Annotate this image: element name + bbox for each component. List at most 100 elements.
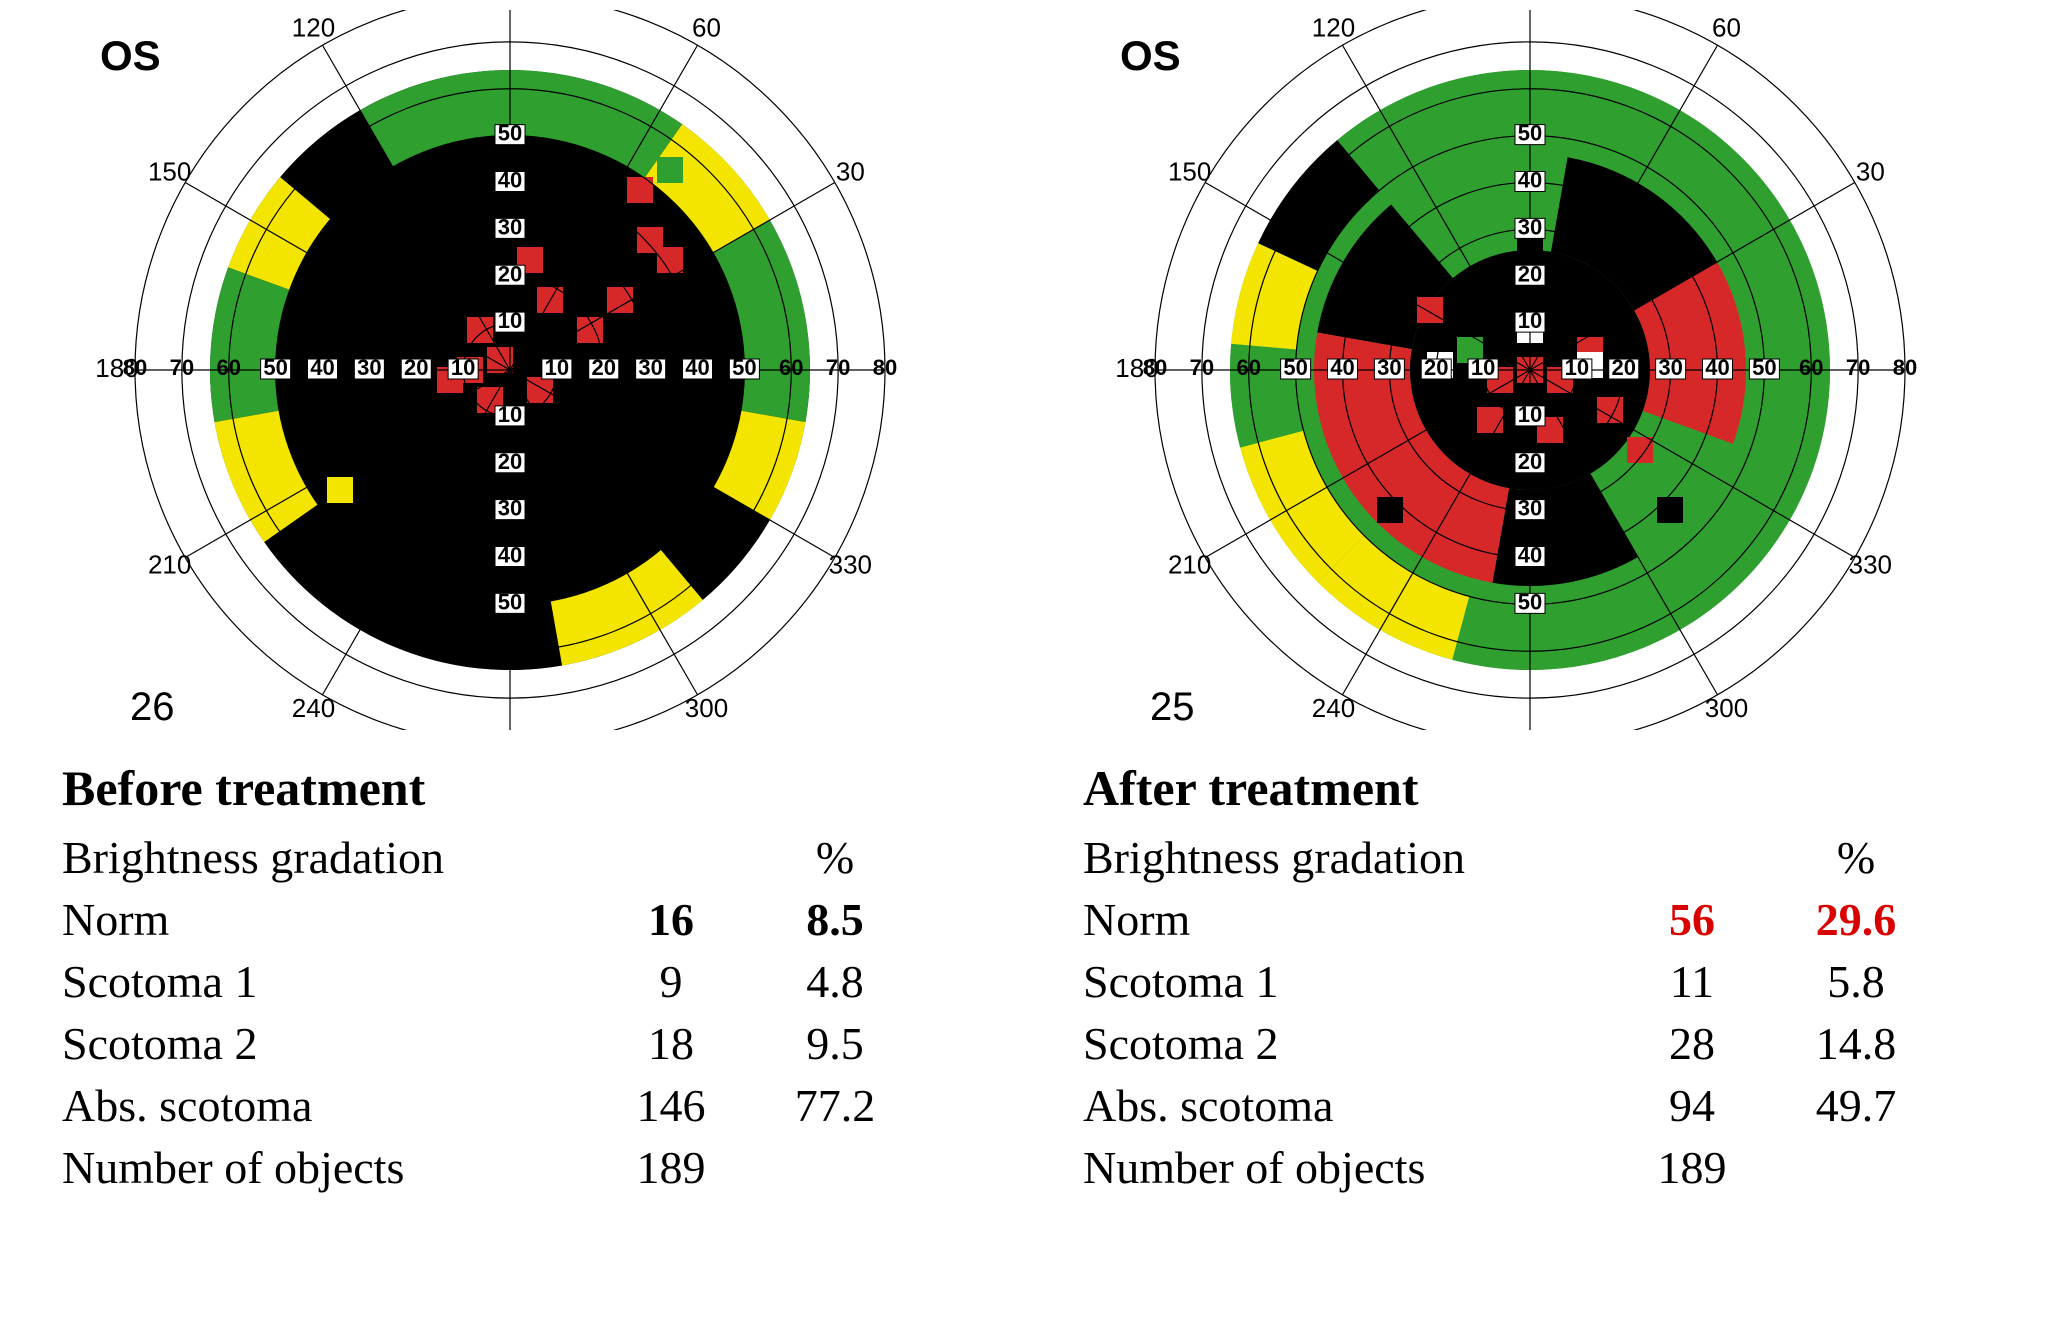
row-percent: 8.5: [760, 889, 924, 951]
axis-tick: 10: [498, 402, 522, 427]
row-value: 16: [596, 889, 760, 951]
axis-tick: 80: [1143, 355, 1167, 380]
table-row: Number of objects189: [1061, 1137, 1945, 1199]
table-row: Scotoma 2189.5: [40, 1013, 924, 1075]
table-header-row: Brightness gradation %: [40, 827, 924, 889]
axis-tick: 30: [357, 355, 381, 380]
axis-tick: 30: [1377, 355, 1401, 380]
axis-tick: 30: [1518, 496, 1542, 521]
axis-tick: 40: [1518, 168, 1542, 193]
row-value: 94: [1617, 1075, 1781, 1137]
axis-tick: 50: [732, 355, 756, 380]
axis-tick: 80: [123, 355, 147, 380]
axis-tick: 10: [451, 355, 475, 380]
row-label: Scotoma 2: [1061, 1013, 1617, 1075]
axis-tick: 10: [545, 355, 569, 380]
header-v1: [596, 827, 760, 889]
axis-tick: 20: [498, 261, 522, 286]
axis-tick: 70: [1846, 355, 1870, 380]
polar-chart-before: OS30609012015018021024027030033010101010…: [40, 10, 1000, 730]
row-label: Norm: [40, 889, 596, 951]
axis-tick: 70: [170, 355, 194, 380]
header-label: Brightness gradation: [1061, 827, 1617, 889]
table-row: Scotoma 1115.8: [1061, 951, 1945, 1013]
row-percent: 77.2: [760, 1075, 924, 1137]
axis-tick: 20: [498, 449, 522, 474]
axis-tick: 20: [592, 355, 616, 380]
eye-label: OS: [1120, 32, 1181, 79]
tables-row: Before treatment Brightness gradation % …: [40, 755, 2022, 1199]
row-percent: 9.5: [760, 1013, 924, 1075]
angle-label: 120: [1312, 13, 1355, 43]
axis-tick: 30: [498, 214, 522, 239]
row-label: Number of objects: [40, 1137, 596, 1199]
axis-tick: 50: [1518, 121, 1542, 146]
table-row: Norm5629.6: [1061, 889, 1945, 951]
axis-tick: 20: [1518, 449, 1542, 474]
header-label: Brightness gradation: [40, 827, 596, 889]
axis-tick: 60: [1799, 355, 1823, 380]
axis-tick: 40: [1705, 355, 1729, 380]
row-label: Abs. scotoma: [40, 1075, 596, 1137]
axis-tick: 40: [685, 355, 709, 380]
angle-label: 240: [1312, 693, 1355, 723]
corner-number: 25: [1150, 685, 1195, 729]
row-label: Scotoma 1: [1061, 951, 1617, 1013]
angle-label: 240: [292, 693, 335, 723]
eye-label: OS: [100, 32, 161, 79]
table-row: Number of objects189: [40, 1137, 924, 1199]
angle-label: 330: [1849, 549, 1892, 579]
angle-label: 300: [685, 693, 728, 723]
row-percent: [760, 1137, 924, 1199]
table-header-row: Brightness gradation %: [1061, 827, 1945, 889]
data-table-after: Brightness gradation % Norm5629.6Scotoma…: [1061, 827, 1945, 1200]
charts-row: OS30609012015018021024027030033010101010…: [40, 10, 2022, 730]
row-label: Scotoma 2: [40, 1013, 596, 1075]
table-before: Before treatment Brightness gradation % …: [40, 755, 1001, 1199]
axis-tick: 10: [1518, 308, 1542, 333]
angle-label: 210: [148, 549, 191, 579]
axis-tick: 40: [310, 355, 334, 380]
row-value: 9: [596, 951, 760, 1013]
table-title-after: After treatment: [1061, 755, 2022, 823]
row-percent: 29.6: [1781, 889, 1945, 951]
axis-tick: 60: [217, 355, 241, 380]
angle-label: 60: [1712, 13, 1741, 43]
axis-tick: 10: [1471, 355, 1495, 380]
axis-tick: 30: [1518, 214, 1542, 239]
row-percent: 5.8: [1781, 951, 1945, 1013]
row-percent: 49.7: [1781, 1075, 1945, 1137]
chart-before: OS30609012015018021024027030033010101010…: [40, 10, 1000, 730]
axis-tick: 50: [263, 355, 287, 380]
row-value: 189: [1617, 1137, 1781, 1199]
angle-label: 30: [836, 156, 865, 186]
angle-label: 30: [1856, 156, 1885, 186]
row-percent: [1781, 1137, 1945, 1199]
axis-tick: 60: [779, 355, 803, 380]
angle-label: 300: [1705, 693, 1748, 723]
row-value: 28: [1617, 1013, 1781, 1075]
table-row: Abs. scotoma9449.7: [1061, 1075, 1945, 1137]
row-percent: 4.8: [760, 951, 924, 1013]
polar-chart-after: OS30609012015018021024027030033010101010…: [1060, 10, 2020, 730]
angle-label: 210: [1168, 549, 1211, 579]
header-v1: [1617, 827, 1781, 889]
angle-label: 60: [692, 13, 721, 43]
axis-tick: 20: [404, 355, 428, 380]
table-row: Norm168.5: [40, 889, 924, 951]
axis-tick: 10: [498, 308, 522, 333]
row-label: Abs. scotoma: [1061, 1075, 1617, 1137]
row-value: 189: [596, 1137, 760, 1199]
row-label: Norm: [1061, 889, 1617, 951]
axis-tick: 60: [1237, 355, 1261, 380]
axis-tick: 30: [498, 496, 522, 521]
axis-tick: 50: [1518, 589, 1542, 614]
chart-after: OS30609012015018021024027030033010101010…: [1060, 10, 2020, 730]
row-value: 18: [596, 1013, 760, 1075]
row-value: 56: [1617, 889, 1781, 951]
axis-tick: 20: [1612, 355, 1636, 380]
angle-label: 330: [829, 549, 872, 579]
table-row: Scotoma 194.8: [40, 951, 924, 1013]
axis-tick: 30: [638, 355, 662, 380]
axis-tick: 40: [498, 168, 522, 193]
